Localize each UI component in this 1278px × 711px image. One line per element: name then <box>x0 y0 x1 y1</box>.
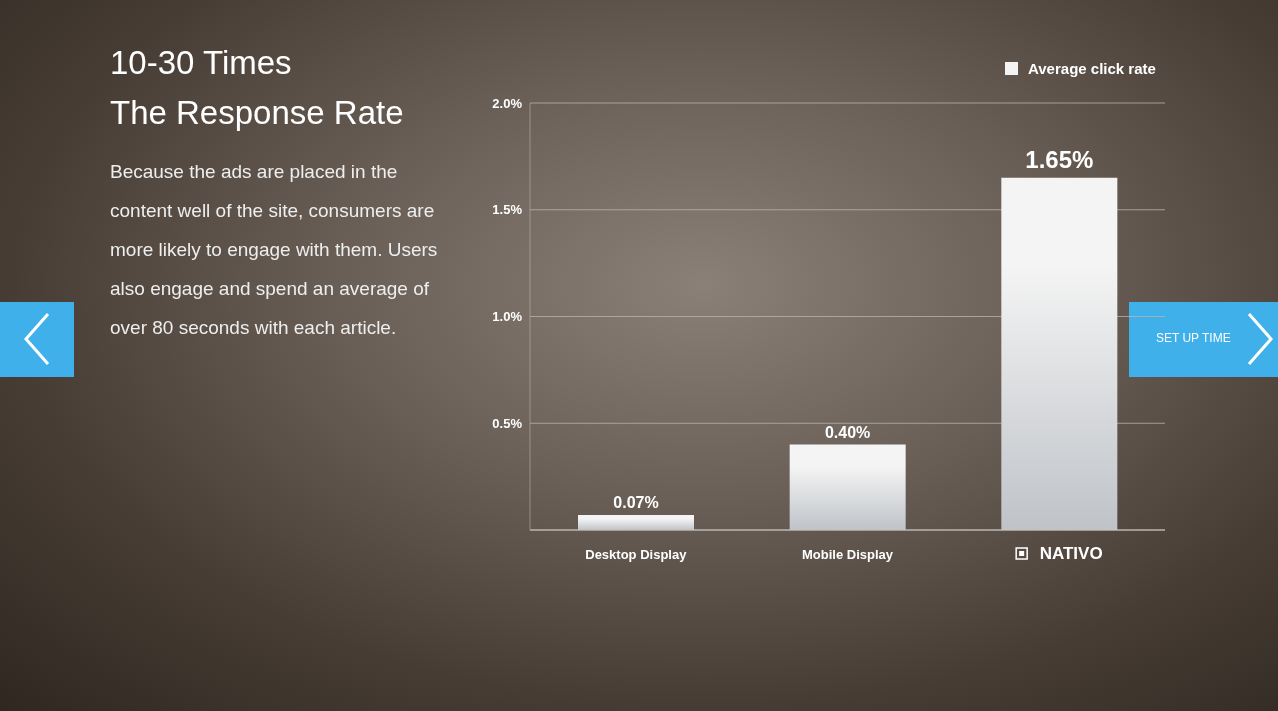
svg-text:0.5%: 0.5% <box>492 416 522 431</box>
html-text:10-30 Times: 10-30 Times <box>110 44 292 81</box>
svg-text:0.07%: 0.07% <box>613 494 658 511</box>
svg-text:Mobile Display: Mobile Display <box>802 547 894 562</box>
html-text:Because the ads are placed in: Because the ads are placed in the conten… <box>110 161 438 338</box>
svg-text:Desktop Display: Desktop Display <box>585 547 687 562</box>
html-text:SET UP TIME: SET UP TIME <box>1156 331 1231 345</box>
svg-text:2.0%: 2.0% <box>492 96 522 111</box>
svg-text:1.5%: 1.5% <box>492 202 522 217</box>
html-text:Average click rate: Average click rate <box>1028 60 1156 77</box>
svg-text:0.40%: 0.40% <box>825 424 870 441</box>
svg-text:1.65%: 1.65% <box>1025 146 1093 173</box>
svg-text:NATIVO: NATIVO <box>1040 544 1103 563</box>
svg-text:1.0%: 1.0% <box>492 309 522 324</box>
html-text:The Response Rate: The Response Rate <box>110 94 404 131</box>
